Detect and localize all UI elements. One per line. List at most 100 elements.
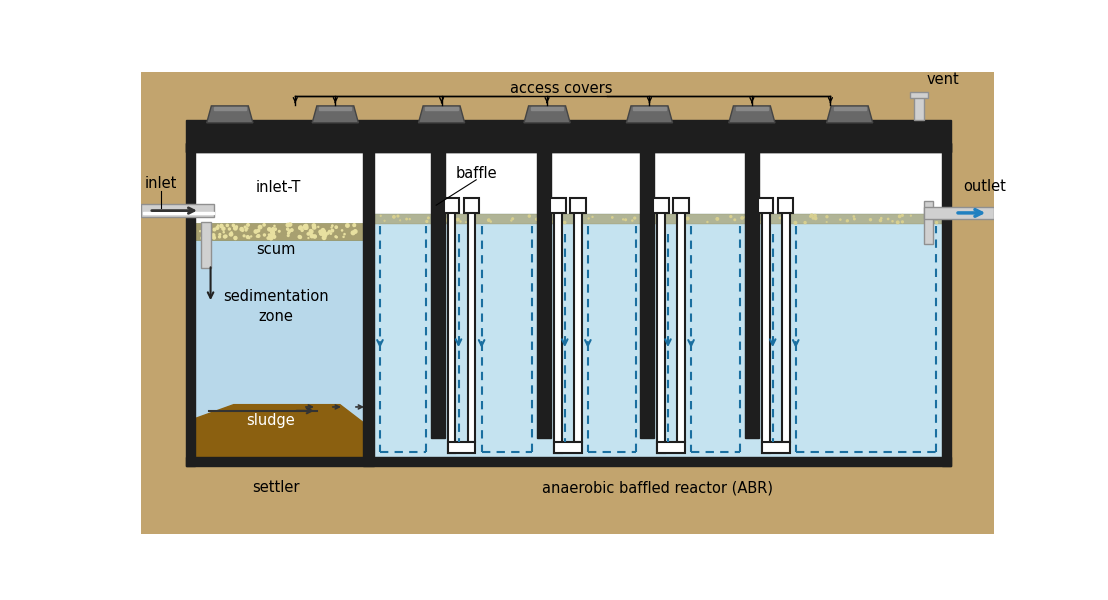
Circle shape: [730, 215, 731, 218]
Bar: [554, 208, 562, 453]
Circle shape: [322, 233, 326, 236]
Circle shape: [270, 235, 274, 238]
Circle shape: [257, 229, 259, 232]
Circle shape: [346, 224, 349, 227]
Bar: [431, 120, 444, 438]
Circle shape: [304, 225, 307, 227]
Circle shape: [397, 215, 399, 217]
Circle shape: [896, 221, 899, 224]
Bar: [554, 442, 582, 453]
Text: access covers: access covers: [510, 82, 613, 97]
Circle shape: [444, 221, 445, 223]
Circle shape: [236, 226, 237, 228]
Circle shape: [312, 224, 316, 227]
Bar: [924, 207, 995, 219]
Circle shape: [288, 230, 290, 232]
Circle shape: [312, 226, 316, 229]
Circle shape: [270, 229, 273, 231]
Circle shape: [310, 235, 314, 238]
Circle shape: [219, 233, 220, 235]
Circle shape: [268, 234, 269, 235]
Circle shape: [287, 235, 289, 236]
Circle shape: [810, 214, 813, 217]
Circle shape: [269, 229, 270, 231]
Circle shape: [205, 230, 207, 232]
Bar: [654, 197, 669, 213]
Circle shape: [234, 236, 237, 239]
Circle shape: [269, 236, 273, 240]
Circle shape: [314, 235, 317, 238]
Circle shape: [327, 232, 329, 234]
Circle shape: [305, 226, 308, 229]
Circle shape: [247, 224, 249, 226]
Circle shape: [273, 235, 276, 238]
Circle shape: [320, 233, 322, 235]
Bar: [531, 107, 563, 110]
Circle shape: [335, 226, 338, 229]
Circle shape: [287, 228, 289, 230]
Circle shape: [625, 219, 626, 221]
Circle shape: [288, 232, 289, 234]
Circle shape: [224, 235, 226, 238]
Polygon shape: [195, 404, 363, 457]
Bar: [186, 143, 952, 152]
Circle shape: [320, 231, 321, 232]
Circle shape: [786, 217, 788, 219]
Circle shape: [847, 220, 849, 221]
Bar: [657, 442, 685, 453]
Circle shape: [242, 230, 244, 232]
Bar: [674, 197, 689, 213]
Bar: [782, 208, 790, 442]
Circle shape: [258, 226, 261, 229]
Circle shape: [254, 230, 257, 233]
Text: anaerobic baffled reactor (ABR): anaerobic baffled reactor (ABR): [542, 480, 772, 496]
Text: inlet: inlet: [144, 176, 176, 191]
Circle shape: [888, 218, 889, 220]
Bar: [657, 208, 665, 453]
Circle shape: [246, 236, 249, 238]
Circle shape: [353, 224, 356, 226]
Circle shape: [330, 233, 331, 234]
Circle shape: [301, 229, 304, 232]
Circle shape: [779, 217, 781, 218]
Circle shape: [490, 221, 491, 222]
Bar: [468, 208, 475, 442]
Polygon shape: [626, 106, 673, 123]
Circle shape: [351, 231, 355, 235]
Bar: [758, 197, 773, 213]
Circle shape: [310, 235, 312, 236]
Polygon shape: [524, 106, 571, 123]
Bar: [551, 197, 565, 213]
Bar: [537, 120, 551, 438]
Circle shape: [761, 221, 763, 223]
Circle shape: [804, 221, 807, 224]
Circle shape: [212, 234, 215, 236]
Circle shape: [228, 228, 230, 230]
Circle shape: [428, 217, 429, 219]
Circle shape: [512, 218, 513, 220]
Bar: [373, 214, 942, 457]
Bar: [142, 464, 995, 534]
Text: sedimentation
zone: sedimentation zone: [223, 289, 329, 324]
Circle shape: [335, 236, 337, 238]
Circle shape: [309, 230, 312, 233]
Circle shape: [216, 227, 218, 229]
Bar: [924, 202, 933, 244]
Circle shape: [286, 223, 289, 227]
Circle shape: [319, 230, 322, 233]
Bar: [195, 226, 363, 457]
Circle shape: [814, 214, 817, 217]
Circle shape: [745, 217, 747, 218]
Circle shape: [230, 232, 232, 233]
Circle shape: [768, 222, 770, 223]
Circle shape: [271, 228, 274, 230]
Circle shape: [223, 232, 224, 233]
Bar: [373, 214, 942, 224]
Bar: [464, 197, 480, 213]
Bar: [186, 143, 195, 466]
Circle shape: [659, 216, 661, 218]
Circle shape: [341, 230, 342, 231]
Bar: [319, 107, 351, 110]
Circle shape: [299, 236, 301, 238]
Text: vent: vent: [926, 73, 960, 88]
